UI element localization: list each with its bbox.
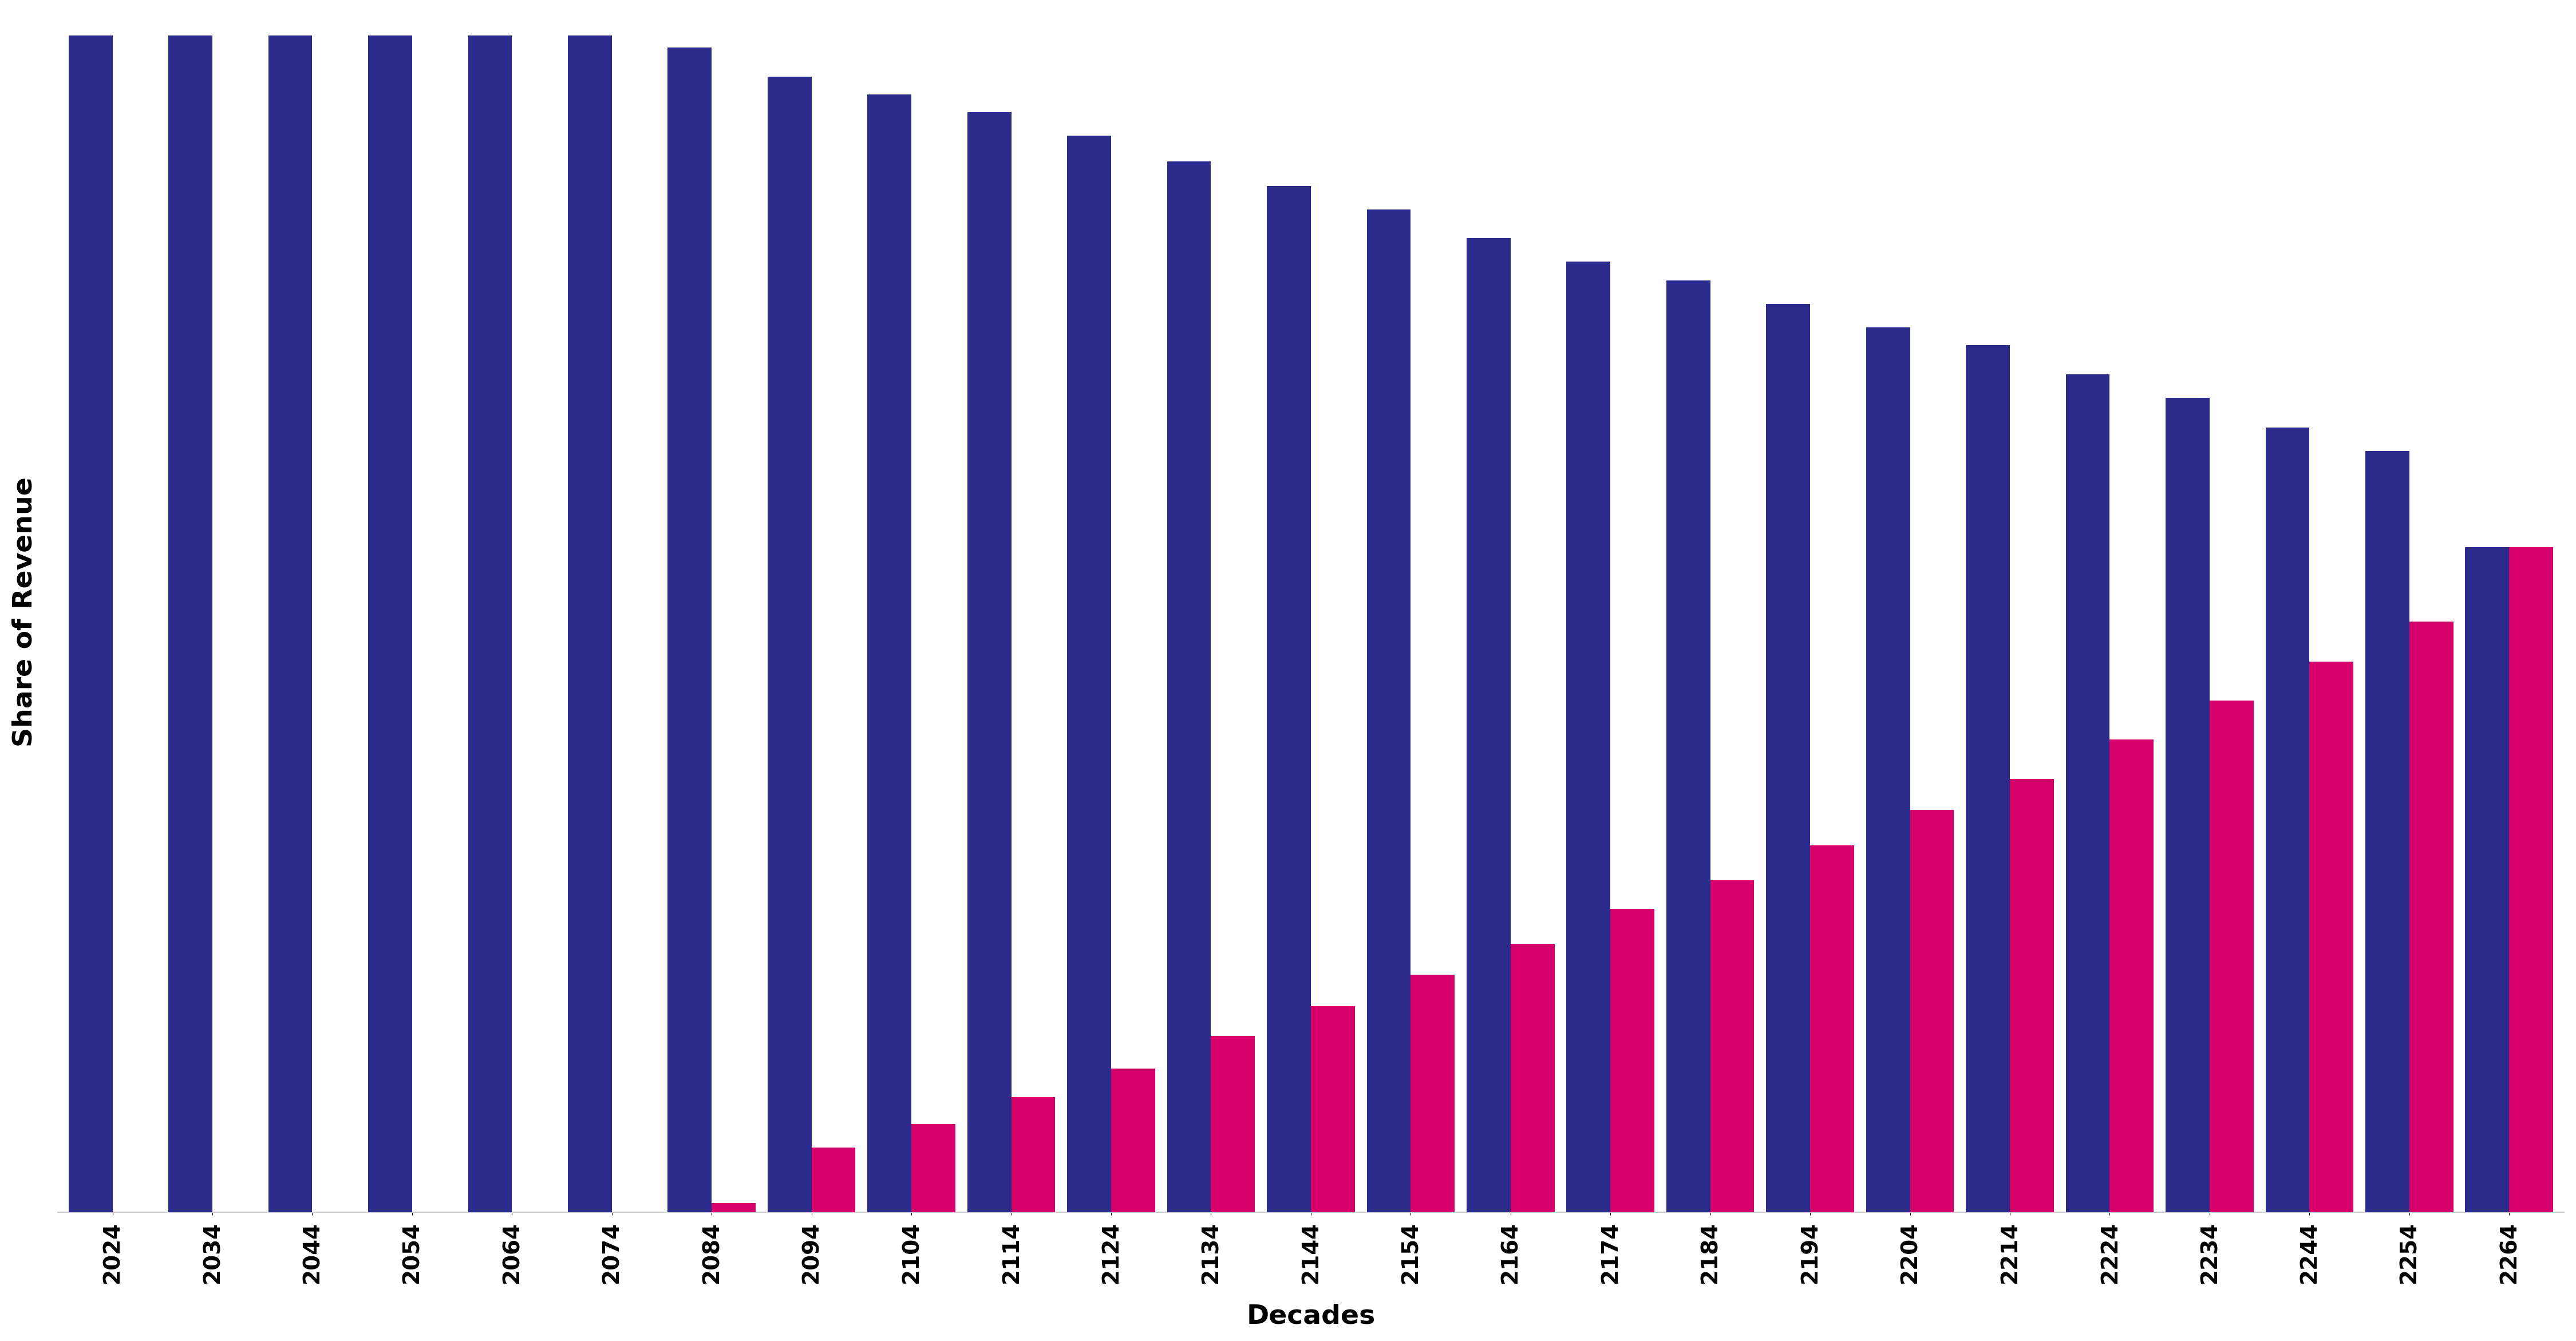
Bar (2465, 547, 2509, 1212)
Bar (1167, 161, 1211, 1212)
Bar (1311, 1006, 1355, 1212)
Bar (1667, 280, 1710, 1212)
Bar (1510, 944, 1553, 1212)
Bar (567, 35, 611, 1212)
X-axis label: Decades: Decades (1247, 1303, 1376, 1329)
Bar (70, 35, 113, 1212)
Bar (1811, 845, 1855, 1212)
Bar (2509, 547, 2553, 1212)
Bar (1865, 327, 1909, 1212)
Bar (1110, 1069, 1154, 1212)
Bar (2311, 661, 2354, 1212)
Bar (868, 94, 912, 1212)
Bar (768, 76, 811, 1212)
Bar (1610, 909, 1654, 1212)
Bar (2210, 700, 2254, 1212)
Bar (2166, 398, 2210, 1212)
Bar (1412, 975, 1455, 1212)
Bar (268, 35, 312, 1212)
Bar (1965, 345, 2009, 1212)
Bar (912, 1124, 956, 1212)
Bar (1710, 881, 1754, 1212)
Bar (711, 1203, 755, 1212)
Bar (2110, 739, 2154, 1212)
Bar (969, 111, 1012, 1212)
Bar (368, 35, 412, 1212)
Bar (1466, 237, 1510, 1212)
Bar (2365, 451, 2409, 1212)
Bar (1566, 261, 1610, 1212)
Bar (1767, 304, 1811, 1212)
Bar (469, 35, 513, 1212)
Bar (1012, 1097, 1056, 1212)
Bar (811, 1148, 855, 1212)
Y-axis label: Share of Revenue: Share of Revenue (13, 477, 39, 747)
Bar (167, 35, 211, 1212)
Bar (1909, 810, 1955, 1212)
Bar (2409, 621, 2452, 1212)
Bar (2009, 779, 2053, 1212)
Bar (1267, 186, 1311, 1212)
Bar (1368, 209, 1412, 1212)
Bar (2264, 428, 2311, 1212)
Bar (1211, 1035, 1255, 1212)
Bar (1066, 135, 1110, 1212)
Bar (2066, 374, 2110, 1212)
Bar (667, 47, 711, 1212)
